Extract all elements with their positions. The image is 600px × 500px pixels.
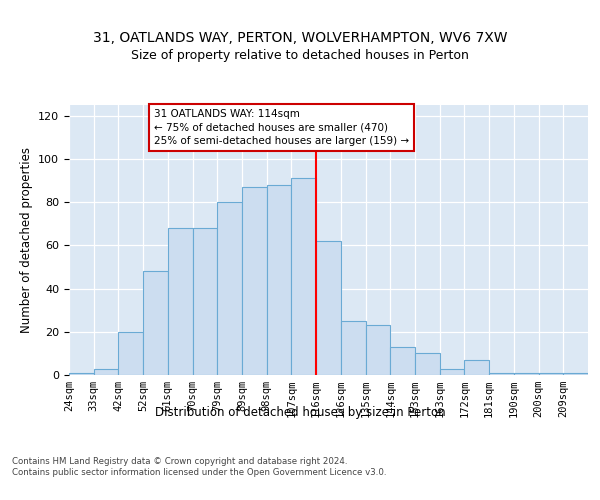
Y-axis label: Number of detached properties: Number of detached properties <box>20 147 32 333</box>
Bar <box>489 373 514 375</box>
Bar <box>292 178 316 375</box>
Bar <box>539 373 563 375</box>
Bar <box>193 228 217 375</box>
Bar <box>563 373 588 375</box>
Bar <box>217 202 242 375</box>
Text: Contains HM Land Registry data © Crown copyright and database right 2024.
Contai: Contains HM Land Registry data © Crown c… <box>12 458 386 477</box>
Bar <box>390 347 415 375</box>
Bar <box>341 321 365 375</box>
Bar <box>316 241 341 375</box>
Bar <box>415 354 440 375</box>
Bar <box>464 360 489 375</box>
Bar <box>94 368 118 375</box>
Bar <box>440 368 464 375</box>
Bar <box>118 332 143 375</box>
Bar <box>168 228 193 375</box>
Text: Size of property relative to detached houses in Perton: Size of property relative to detached ho… <box>131 48 469 62</box>
Bar <box>69 373 94 375</box>
Text: 31, OATLANDS WAY, PERTON, WOLVERHAMPTON, WV6 7XW: 31, OATLANDS WAY, PERTON, WOLVERHAMPTON,… <box>93 30 507 44</box>
Text: 31 OATLANDS WAY: 114sqm
← 75% of detached houses are smaller (470)
25% of semi-d: 31 OATLANDS WAY: 114sqm ← 75% of detache… <box>154 110 409 146</box>
Bar <box>514 373 539 375</box>
Bar <box>365 326 390 375</box>
Bar <box>143 272 168 375</box>
Bar <box>242 187 267 375</box>
Bar <box>267 185 292 375</box>
Text: Distribution of detached houses by size in Perton: Distribution of detached houses by size … <box>155 406 445 419</box>
